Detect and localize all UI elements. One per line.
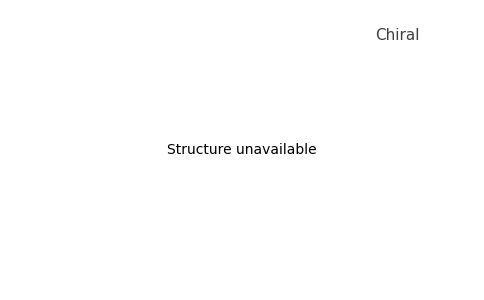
Text: Structure unavailable: Structure unavailable [167, 143, 317, 157]
Text: Chiral: Chiral [375, 28, 419, 44]
